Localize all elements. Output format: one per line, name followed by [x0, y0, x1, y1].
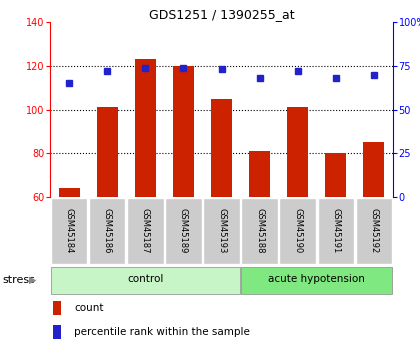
Text: percentile rank within the sample: percentile rank within the sample [74, 327, 250, 337]
Bar [58, 188, 79, 197]
FancyBboxPatch shape [356, 198, 392, 264]
Bar [53, 325, 61, 339]
Text: control: control [127, 274, 163, 284]
Title: GDS1251 / 1390255_at: GDS1251 / 1390255_at [149, 8, 294, 21]
Bar [173, 66, 194, 197]
FancyBboxPatch shape [203, 198, 240, 264]
Text: count: count [74, 303, 103, 313]
Bar [135, 59, 156, 197]
FancyBboxPatch shape [89, 198, 126, 264]
Text: ▶: ▶ [29, 275, 36, 285]
Bar [326, 153, 346, 197]
FancyBboxPatch shape [127, 198, 163, 264]
Bar [363, 142, 384, 197]
FancyBboxPatch shape [165, 198, 202, 264]
Text: GSM45192: GSM45192 [370, 208, 378, 254]
Text: acute hypotension: acute hypotension [268, 274, 365, 284]
FancyBboxPatch shape [51, 198, 87, 264]
Text: GSM45187: GSM45187 [141, 208, 150, 254]
FancyBboxPatch shape [241, 198, 278, 264]
FancyBboxPatch shape [279, 198, 316, 264]
Text: GSM45188: GSM45188 [255, 208, 264, 254]
Bar [97, 107, 118, 197]
Bar [287, 107, 308, 197]
FancyBboxPatch shape [318, 198, 354, 264]
Text: GSM45191: GSM45191 [331, 208, 340, 254]
Bar [53, 301, 61, 315]
Text: stress: stress [2, 275, 35, 285]
Text: GSM45186: GSM45186 [102, 208, 112, 254]
Text: GSM45193: GSM45193 [217, 208, 226, 254]
Text: GSM45189: GSM45189 [179, 208, 188, 254]
FancyBboxPatch shape [241, 266, 392, 294]
Bar [249, 151, 270, 197]
Text: GSM45184: GSM45184 [65, 208, 73, 254]
Text: GSM45190: GSM45190 [293, 208, 302, 254]
FancyBboxPatch shape [51, 266, 240, 294]
Bar [211, 99, 232, 197]
